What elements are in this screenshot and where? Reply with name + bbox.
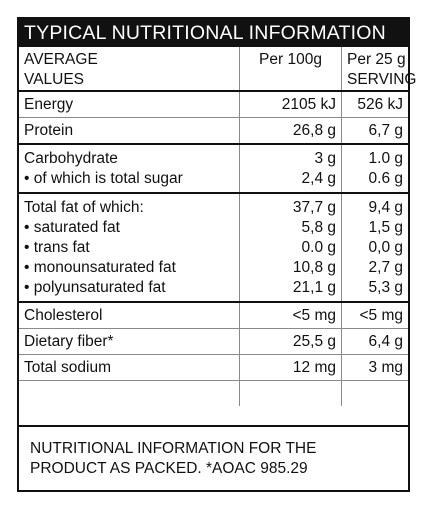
nutrient-label: Total fat of which: • saturated fat • tr…	[19, 192, 240, 302]
per-100g-value: <5 mg	[239, 301, 342, 329]
nutrition-table: AVERAGE VALUES Per 100g Per 25 g SERVING…	[19, 47, 417, 406]
header-col3-line: Per 25 g	[347, 50, 406, 68]
value-text: 0,0 g	[368, 238, 403, 256]
value-text: 6,4 g	[368, 332, 403, 350]
per-serving-value: 526 kJ	[341, 90, 408, 118]
nutrition-panel: TYPICAL NUTRITIONAL INFORMATION AVERAGE …	[17, 17, 417, 492]
value-text: 3 g	[314, 149, 336, 167]
value-text: 1.0 g	[368, 149, 403, 167]
table-row: Energy 2105 kJ 526 kJ	[19, 90, 408, 118]
nutrient-name: • polyunsaturated fat	[24, 278, 166, 296]
footer-line: NUTRITIONAL INFORMATION FOR THE	[30, 440, 317, 457]
value-text: 21,1 g	[292, 278, 336, 296]
nutrient-name: Carbohydrate	[24, 149, 118, 167]
nutrient-name: • trans fat	[24, 238, 90, 256]
value-text: 2105 kJ	[281, 95, 336, 113]
per-100g-value: 26,8 g	[239, 117, 342, 144]
header-col1-line: VALUES	[24, 70, 85, 88]
value-text: 2,7 g	[368, 258, 403, 276]
value-text: <5 mg	[359, 306, 403, 324]
value-text: 12 mg	[292, 358, 336, 376]
per-serving-value: 1.0 g 0.6 g	[341, 143, 408, 193]
nutrient-name: Protein	[24, 121, 74, 139]
value-text: 25,5 g	[292, 332, 336, 350]
nutrient-name: • saturated fat	[24, 218, 120, 236]
nutrient-label: Dietary fiber*	[19, 328, 240, 355]
value-text: 3 mg	[368, 358, 403, 376]
nutrient-name: • of which is total sugar	[24, 169, 183, 187]
per-100g-value: 3 g 2,4 g	[239, 143, 342, 193]
table-row: Cholesterol <5 mg <5 mg	[19, 301, 408, 329]
per-100g-value: 25,5 g	[239, 328, 342, 355]
header-per-100g: Per 100g	[239, 47, 342, 91]
header-per-serving: Per 25 g SERVING	[341, 47, 417, 91]
nutrient-label: Protein	[19, 117, 240, 144]
per-serving-value: 6,4 g	[341, 328, 408, 355]
value-text: 0.6 g	[368, 169, 403, 187]
header-col1-line: AVERAGE	[24, 50, 98, 68]
value-text: 9,4 g	[368, 198, 403, 216]
table-row: Carbohydrate • of which is total sugar 3…	[19, 143, 408, 193]
per-100g-value: 37,7 g 5,8 g 0.0 g 10,8 g 21,1 g	[239, 192, 342, 302]
value-text: 0.0 g	[301, 238, 336, 256]
value-text: <5 mg	[292, 306, 336, 324]
nutrient-name: Energy	[24, 95, 74, 113]
table-row: Dietary fiber* 25,5 g 6,4 g	[19, 328, 408, 355]
nutrient-label: Energy	[19, 90, 240, 118]
header-average-values: AVERAGE VALUES	[19, 47, 240, 91]
value-text: 6,7 g	[368, 121, 403, 139]
header-col2-spacer	[245, 70, 336, 90]
footer-line: PRODUCT AS PACKED. *AOAC 985.29	[30, 460, 308, 477]
value-text: 5,8 g	[301, 218, 336, 236]
table-header-row: AVERAGE VALUES Per 100g Per 25 g SERVING	[19, 47, 417, 91]
panel-title: TYPICAL NUTRITIONAL INFORMATION	[19, 19, 408, 47]
value-text: 37,7 g	[292, 198, 336, 216]
nutrient-name: Dietary fiber*	[24, 332, 114, 350]
value-text: 26,8 g	[292, 121, 336, 139]
empty-cell	[239, 380, 342, 406]
nutrient-label: Total sodium	[19, 354, 240, 381]
per-serving-value: 6,7 g	[341, 117, 408, 144]
value-text: 10,8 g	[292, 258, 336, 276]
per-serving-value: 9,4 g 1,5 g 0,0 g 2,7 g 5,3 g	[341, 192, 408, 302]
per-serving-value: <5 mg	[341, 301, 408, 329]
empty-table-row	[19, 380, 408, 406]
nutrient-label: Cholesterol	[19, 301, 240, 329]
table-row: Total fat of which: • saturated fat • tr…	[19, 192, 408, 302]
nutrient-label: Carbohydrate • of which is total sugar	[19, 143, 240, 193]
empty-cell	[19, 380, 240, 406]
table-row: Protein 26,8 g 6,7 g	[19, 117, 408, 144]
per-100g-value: 2105 kJ	[239, 90, 342, 118]
header-col3-line: SERVING	[347, 70, 417, 88]
value-text: 2,4 g	[301, 169, 336, 187]
footer-note: NUTRITIONAL INFORMATION FOR THE PRODUCT …	[19, 425, 408, 490]
nutrient-name: Total fat of which:	[24, 198, 144, 216]
empty-cell	[341, 380, 408, 406]
table-row: Total sodium 12 mg 3 mg	[19, 354, 408, 381]
value-text: 5,3 g	[368, 278, 403, 296]
per-100g-value: 12 mg	[239, 354, 342, 381]
value-text: 1,5 g	[368, 218, 403, 236]
nutrient-name: • monounsaturated fat	[24, 258, 176, 276]
header-col2-line: Per 100g	[259, 50, 322, 68]
per-serving-value: 3 mg	[341, 354, 408, 381]
value-text: 526 kJ	[357, 95, 403, 113]
nutrient-name: Cholesterol	[24, 306, 103, 324]
nutrient-name: Total sodium	[24, 358, 112, 376]
